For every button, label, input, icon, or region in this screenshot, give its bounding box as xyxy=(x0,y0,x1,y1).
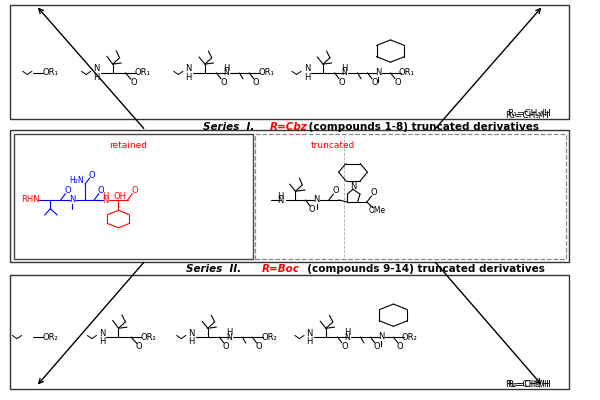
Text: N: N xyxy=(69,195,76,204)
Text: N: N xyxy=(304,64,310,74)
Text: O: O xyxy=(64,186,71,195)
Text: N: N xyxy=(350,182,356,190)
Bar xyxy=(255,134,566,259)
Text: retained: retained xyxy=(109,141,147,150)
Text: H: H xyxy=(94,73,100,82)
Text: RHN: RHN xyxy=(22,196,40,204)
Text: N: N xyxy=(102,196,109,205)
Text: R₁=CH₃/H: R₁=CH₃/H xyxy=(505,110,549,119)
Text: O: O xyxy=(338,78,345,86)
Text: O: O xyxy=(374,342,380,351)
Text: H: H xyxy=(185,73,192,82)
Text: H: H xyxy=(99,337,106,346)
Text: O: O xyxy=(397,342,404,351)
Text: R₁=CH₃/H: R₁=CH₃/H xyxy=(507,109,551,118)
Text: N: N xyxy=(185,64,192,74)
Text: OR₁: OR₁ xyxy=(43,68,58,77)
Text: O: O xyxy=(253,78,260,86)
Text: OMe: OMe xyxy=(368,206,386,215)
Text: N: N xyxy=(341,68,347,77)
Text: H: H xyxy=(102,192,109,200)
Text: OR₂: OR₂ xyxy=(140,332,156,342)
Text: OH: OH xyxy=(113,192,127,200)
Text: R=Cbz: R=Cbz xyxy=(269,122,307,132)
Text: N: N xyxy=(277,196,283,205)
Text: Series  II.: Series II. xyxy=(186,264,245,274)
Text: O: O xyxy=(341,342,348,351)
Bar xyxy=(10,276,569,389)
Text: (compounds 9-14) truncated derivatives: (compounds 9-14) truncated derivatives xyxy=(300,264,545,274)
Text: N: N xyxy=(378,332,385,341)
Text: O: O xyxy=(309,205,316,214)
Text: Series  I.: Series I. xyxy=(203,122,258,132)
Text: N: N xyxy=(223,68,229,77)
Text: N: N xyxy=(226,332,232,342)
Text: O: O xyxy=(223,342,230,351)
Text: H: H xyxy=(277,192,283,200)
Bar xyxy=(10,5,569,118)
Text: O: O xyxy=(131,186,138,195)
Text: H₂N: H₂N xyxy=(70,176,84,185)
Text: N: N xyxy=(344,332,350,342)
Text: R₂=CH₃/H: R₂=CH₃/H xyxy=(505,379,549,388)
Text: O: O xyxy=(220,78,227,86)
Text: O: O xyxy=(98,186,104,195)
Text: O: O xyxy=(256,342,262,351)
Bar xyxy=(14,134,253,259)
Text: H: H xyxy=(341,64,347,73)
Text: O: O xyxy=(332,186,339,195)
Text: OR₁: OR₁ xyxy=(259,68,275,77)
Text: H: H xyxy=(344,328,350,337)
Text: N: N xyxy=(314,195,320,204)
Text: H: H xyxy=(188,337,195,346)
Text: O: O xyxy=(89,171,95,180)
Text: O: O xyxy=(136,342,142,351)
Bar xyxy=(10,130,569,262)
Text: OR₂: OR₂ xyxy=(262,332,277,342)
Text: H: H xyxy=(304,73,310,82)
Text: OR₁: OR₁ xyxy=(399,68,415,77)
Text: N: N xyxy=(94,64,100,74)
Text: OR₂: OR₂ xyxy=(401,332,418,342)
Text: O: O xyxy=(394,78,401,86)
Text: N: N xyxy=(375,68,382,77)
Text: OR₁: OR₁ xyxy=(134,68,151,77)
Text: H: H xyxy=(307,337,313,346)
Text: O: O xyxy=(130,78,137,87)
Text: N: N xyxy=(99,328,106,338)
Text: truncated: truncated xyxy=(311,141,355,150)
Text: (compounds 1-8) truncated derivatives: (compounds 1-8) truncated derivatives xyxy=(305,122,539,132)
Text: R₂=CH₃/H: R₂=CH₃/H xyxy=(507,379,551,388)
Text: R=Boc: R=Boc xyxy=(262,264,300,274)
Text: N: N xyxy=(307,328,313,338)
Text: OR₂: OR₂ xyxy=(43,332,58,342)
Text: H: H xyxy=(226,328,232,337)
Text: O: O xyxy=(371,78,377,86)
Text: N: N xyxy=(188,328,195,338)
Text: O: O xyxy=(370,188,377,197)
Text: H: H xyxy=(223,64,229,73)
